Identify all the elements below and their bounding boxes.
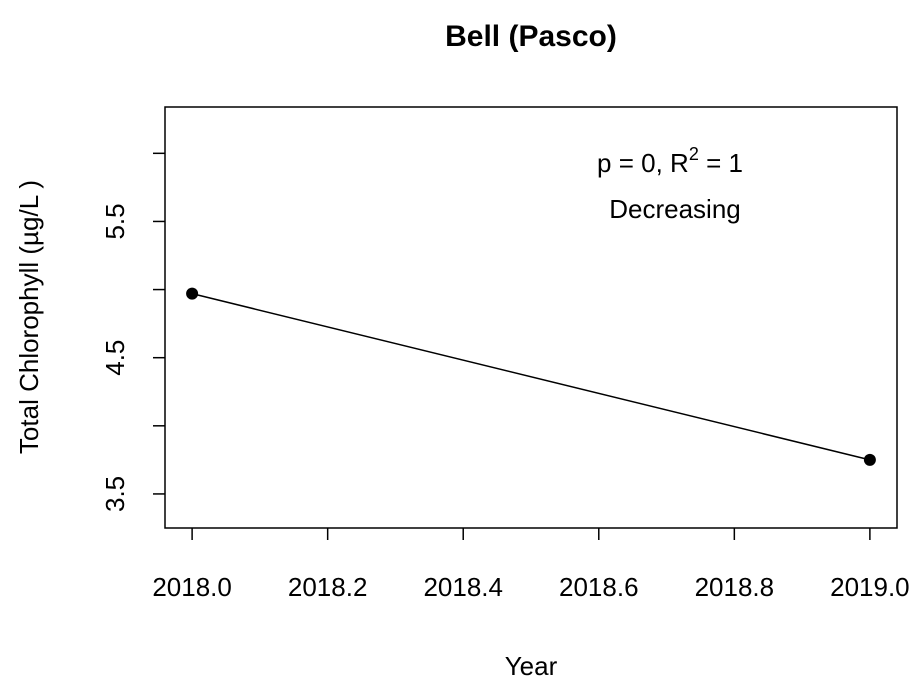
- annotation-text: = 1: [699, 148, 743, 178]
- annotation: Decreasing: [609, 194, 741, 224]
- annotation-superscript: 2: [689, 144, 699, 164]
- x-tick-label: 2018.4: [423, 572, 503, 602]
- x-tick-label: 2018.2: [288, 572, 368, 602]
- x-tick-label: 2019.0: [830, 572, 910, 602]
- point: [863, 453, 876, 466]
- x-tick-label: 2018.6: [559, 572, 639, 602]
- point: [186, 287, 199, 300]
- y-axis-label: Total Chlorophyll (µg/L ): [14, 180, 44, 454]
- x-tick-label: 2018.0: [152, 572, 232, 602]
- y-tick-label: 3.5: [100, 476, 130, 512]
- y-tick-label: 5.5: [100, 203, 130, 239]
- plot-box: [164, 106, 898, 529]
- x-axis-label: Year: [505, 651, 558, 681]
- chart-title: Bell (Pasco): [445, 20, 617, 53]
- line: [191, 292, 871, 461]
- x-tick-label: 2018.8: [695, 572, 775, 602]
- annotation: p = 0, R2 = 1: [597, 144, 743, 178]
- y-tick-label: 4.5: [100, 340, 130, 376]
- annotation-text: p = 0, R: [597, 148, 689, 178]
